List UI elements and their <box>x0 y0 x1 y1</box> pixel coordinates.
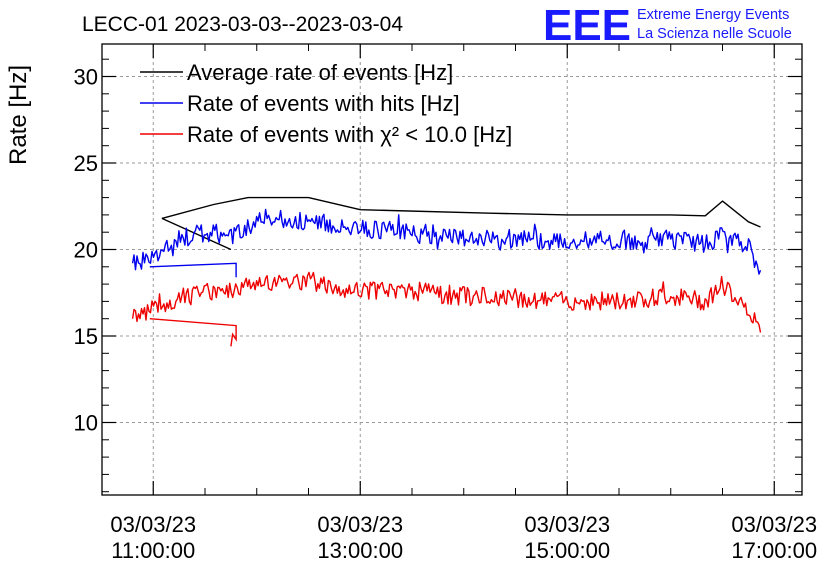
series-segment-1 <box>149 262 237 278</box>
series-line-1 <box>131 208 762 275</box>
x-tick-time-label: 13:00:00 <box>317 538 403 563</box>
x-tick-time-label: 11:00:00 <box>111 538 195 563</box>
grid-lines <box>102 44 802 495</box>
legend-label: Average rate of events [Hz] <box>187 60 453 85</box>
x-tick-time-label: 17:00:00 <box>731 538 817 563</box>
y-axis-label: Rate [Hz] <box>5 65 32 165</box>
eee-logo-line1: Extreme Energy Events <box>637 7 789 23</box>
y-tick-label: 15 <box>74 324 98 349</box>
plot-frame <box>101 43 803 496</box>
y-tick-label: 25 <box>74 151 98 176</box>
x-tick-time-label: 15:00:00 <box>524 538 610 563</box>
axes: 101520253003/03/2311:00:0003/03/2313:00:… <box>74 44 817 563</box>
x-tick-date-label: 03/03/23 <box>524 512 610 537</box>
series-layer <box>131 196 762 347</box>
legend: Average rate of events [Hz] Rate of event… <box>140 60 512 147</box>
eee-logo: EEE Extreme Energy Events La Scienza nel… <box>543 1 792 50</box>
series-line-0 <box>161 196 761 228</box>
eee-logo-mark: EEE <box>543 1 631 50</box>
y-tick-label: 30 <box>74 65 98 90</box>
y-tick-label: 10 <box>74 411 98 436</box>
series-line-2 <box>131 271 762 333</box>
eee-logo-line2: La Scienza nelle Scuole <box>637 26 792 42</box>
x-tick-date-label: 03/03/23 <box>317 512 403 537</box>
legend-label: Rate of events with χ² < 10.0 [Hz] <box>187 122 512 147</box>
series-segment-0 <box>161 217 232 251</box>
x-tick-date-label: 03/03/23 <box>110 512 196 537</box>
chart-title: LECC-01 2023-03-03--2023-03-04 <box>82 13 403 36</box>
legend-label: Rate of events with hits [Hz] <box>187 91 460 116</box>
y-tick-label: 20 <box>74 238 98 263</box>
x-tick-date-label: 03/03/23 <box>731 512 817 537</box>
series-segment-2 <box>149 318 237 347</box>
